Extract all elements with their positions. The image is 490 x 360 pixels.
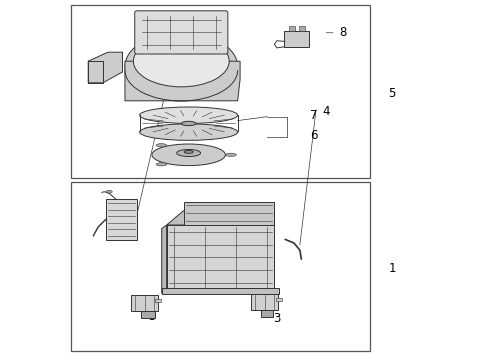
Bar bbox=[106, 199, 137, 240]
Bar bbox=[71, 182, 370, 351]
Bar bbox=[167, 225, 274, 290]
Ellipse shape bbox=[225, 153, 236, 157]
Text: 8: 8 bbox=[339, 26, 347, 39]
Bar bbox=[299, 26, 305, 31]
Text: 4: 4 bbox=[322, 105, 330, 118]
Ellipse shape bbox=[184, 150, 193, 153]
Text: 2: 2 bbox=[190, 49, 197, 62]
Text: 6: 6 bbox=[310, 129, 318, 141]
Bar bbox=[261, 310, 273, 317]
Ellipse shape bbox=[156, 163, 167, 166]
Ellipse shape bbox=[181, 121, 196, 126]
Polygon shape bbox=[88, 52, 122, 83]
Ellipse shape bbox=[106, 190, 112, 193]
Bar bbox=[184, 202, 274, 225]
Polygon shape bbox=[167, 211, 274, 225]
Polygon shape bbox=[125, 61, 240, 101]
FancyBboxPatch shape bbox=[135, 11, 228, 54]
Ellipse shape bbox=[140, 124, 238, 140]
Ellipse shape bbox=[140, 107, 238, 123]
Bar bbox=[276, 298, 282, 301]
Bar bbox=[162, 288, 279, 294]
Ellipse shape bbox=[156, 144, 167, 147]
Bar bbox=[251, 294, 278, 310]
Ellipse shape bbox=[125, 32, 238, 101]
Bar bbox=[155, 299, 161, 302]
Text: 5: 5 bbox=[388, 87, 396, 100]
Bar bbox=[71, 5, 370, 178]
Bar bbox=[131, 295, 158, 311]
Text: 1: 1 bbox=[388, 262, 396, 275]
Bar bbox=[284, 31, 309, 47]
Bar bbox=[141, 311, 155, 318]
Text: 3: 3 bbox=[148, 310, 156, 323]
Ellipse shape bbox=[133, 36, 229, 87]
Bar bbox=[289, 26, 295, 31]
Ellipse shape bbox=[152, 144, 225, 166]
Polygon shape bbox=[162, 225, 167, 293]
Ellipse shape bbox=[177, 149, 200, 157]
Text: 3: 3 bbox=[273, 312, 281, 325]
Text: 7: 7 bbox=[310, 109, 318, 122]
